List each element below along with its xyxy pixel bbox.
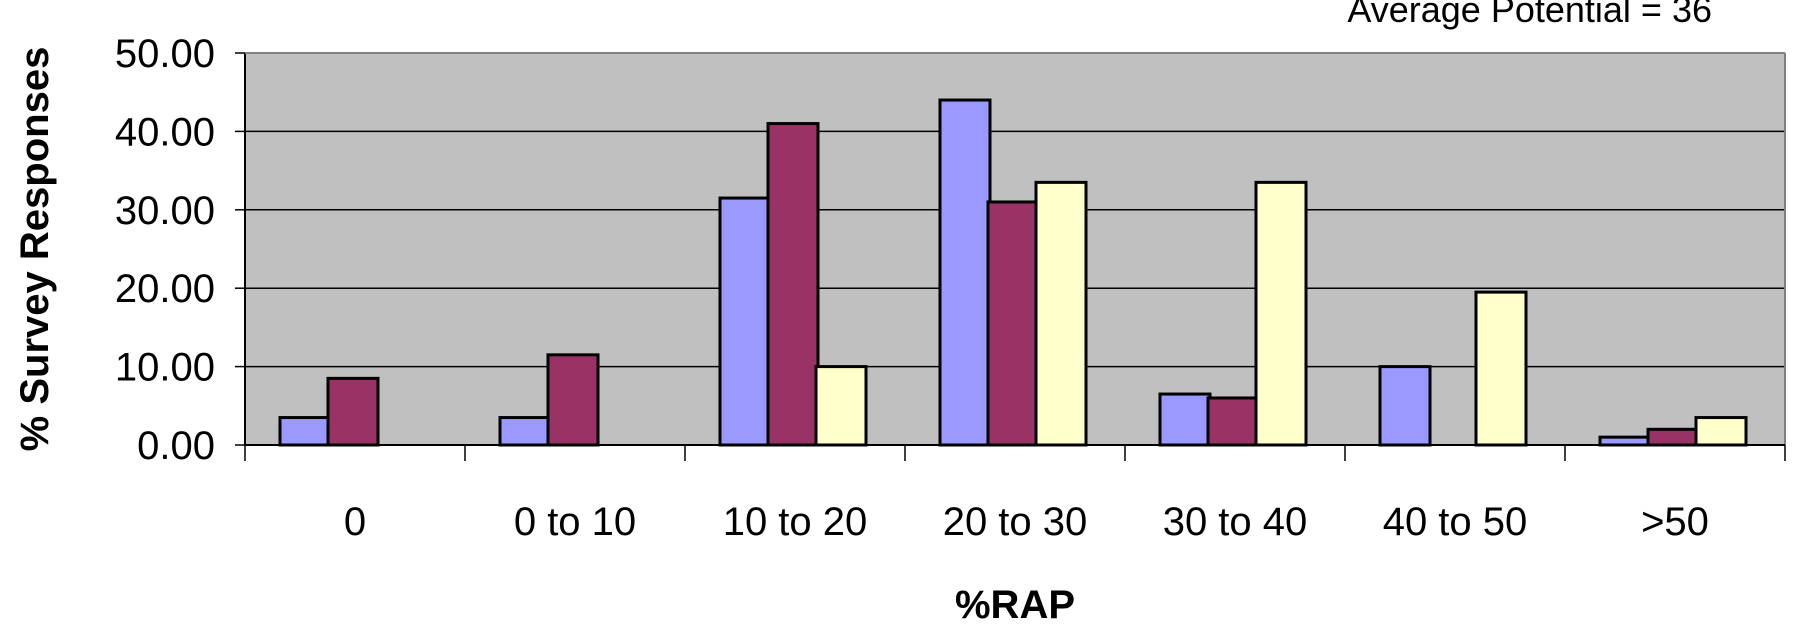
y-tick-label: 30.00: [115, 189, 215, 233]
y-tick-labels: 0.00 10.00 20.00 30.00 40.00 50.00: [115, 32, 215, 468]
bar: [1158, 392, 1212, 447]
bar: [1646, 427, 1700, 447]
annotation-text: Average Potential = 36: [1347, 0, 1712, 30]
bar: [278, 416, 332, 447]
bar: [814, 365, 868, 447]
bar: [546, 353, 600, 447]
y-tick-label: 40.00: [115, 110, 215, 154]
y-tick-label: 0.00: [137, 424, 215, 468]
y-axis-title: % Survey Responses: [13, 47, 57, 452]
x-axis-title: %RAP: [955, 583, 1075, 626]
bar: [1378, 365, 1432, 447]
bar: [766, 122, 820, 447]
bar: [938, 98, 992, 447]
x-category-label: 0 to 10: [514, 500, 636, 544]
y-tick-label: 50.00: [115, 32, 215, 76]
axes: [244, 52, 1786, 461]
bar: [1694, 416, 1748, 447]
x-category-labels: 0 0 to 10 10 to 20 20 to 30 30 to 40 40 to 50…: [344, 500, 1709, 544]
bars: [278, 98, 1748, 447]
x-category-label: 20 to 30: [943, 500, 1088, 544]
bar: [326, 376, 380, 447]
y-tick-label: 10.00: [115, 346, 215, 390]
bar: [498, 416, 552, 447]
bar: [1474, 290, 1528, 447]
x-category-label: >50: [1641, 500, 1709, 544]
bar: [1254, 180, 1308, 447]
x-category-label: 0: [344, 500, 366, 544]
bar: [986, 200, 1040, 447]
x-category-label: 10 to 20: [723, 500, 868, 544]
x-category-label: 40 to 50: [1383, 500, 1528, 544]
bar: [1598, 435, 1652, 447]
bar: [1206, 396, 1260, 447]
bar: [1034, 180, 1088, 447]
x-category-label: 30 to 40: [1163, 500, 1308, 544]
y-tick-label: 20.00: [115, 267, 215, 311]
bar: [718, 196, 772, 447]
